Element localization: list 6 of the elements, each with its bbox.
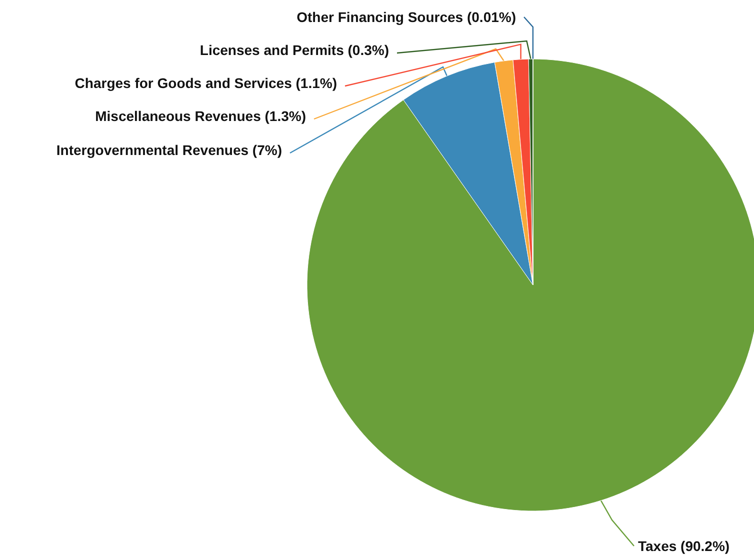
slice-label: Licenses and Permits (0.3%): [200, 42, 389, 58]
slice-label: Intergovernmental Revenues (7%): [56, 142, 282, 158]
slice-label: Miscellaneous Revenues (1.3%): [95, 108, 306, 124]
slice-label: Other Financing Sources (0.01%): [296, 9, 516, 25]
slice-label: Charges for Goods and Services (1.1%): [74, 75, 337, 91]
slice-label: Taxes (90.2%): [638, 538, 730, 554]
